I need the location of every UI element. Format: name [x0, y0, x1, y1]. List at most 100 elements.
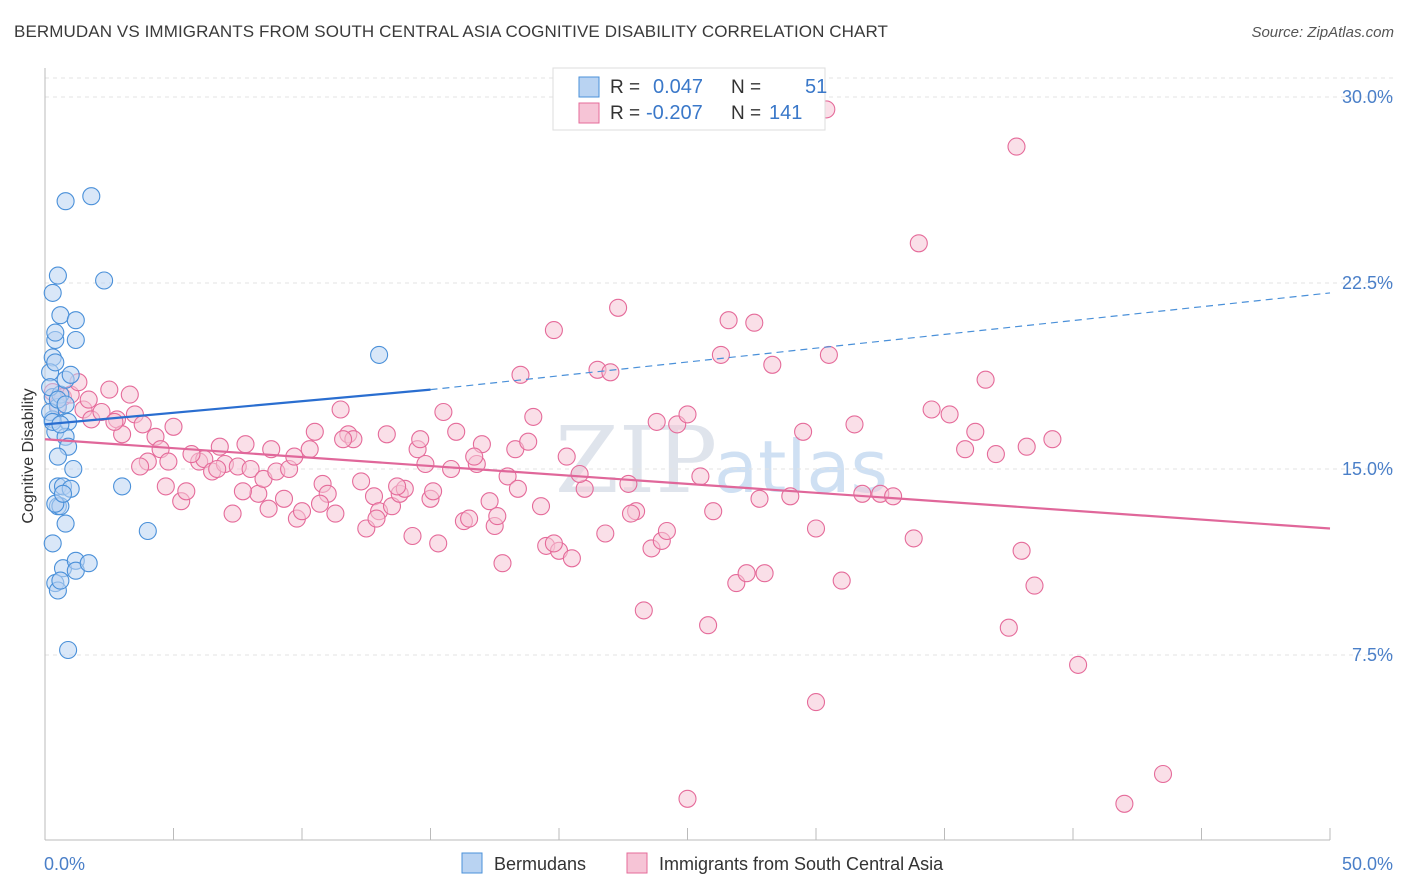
immigrants-point: [704, 502, 723, 521]
immigrants-point: [745, 313, 764, 332]
bermudans-trend-line: [44, 388, 431, 426]
immigrants-point: [845, 415, 864, 434]
immigrants-point: [570, 464, 589, 484]
bermudans-point: [46, 353, 65, 372]
immigrants-point: [1043, 430, 1062, 449]
immigrants-point: [300, 440, 319, 459]
immigrants-point: [493, 554, 512, 573]
bermudans-point: [43, 283, 62, 302]
immigrants-point: [310, 494, 330, 513]
immigrants-point: [1069, 655, 1088, 674]
bermudans-point: [138, 521, 157, 541]
immigrants-point: [159, 452, 178, 471]
y-tick-labels: 7.5% 15.0% 22.5% 30.0%: [1342, 87, 1393, 665]
immigrants-point: [531, 497, 551, 516]
y-axis-title: Cognitive Disability: [20, 388, 37, 523]
immigrants-point: [596, 524, 615, 543]
bermudans-point: [51, 571, 70, 590]
immigrants-point: [105, 412, 124, 431]
y-tick-label: 15.0%: [1342, 459, 1393, 479]
immigrants-point: [621, 504, 641, 523]
immigrants-point: [424, 482, 443, 501]
bermudans-point: [43, 534, 62, 553]
immigrants-point: [177, 482, 196, 501]
immigrants-point: [1017, 437, 1036, 456]
immigrants-point: [223, 504, 242, 523]
immigrants-point: [164, 417, 183, 436]
legend-immigrants-label: Immigrants from South Central Asia: [659, 854, 944, 874]
immigrants-point: [634, 601, 653, 620]
bermudans-point: [82, 187, 101, 206]
bermudans-point: [64, 459, 83, 479]
immigrants-point: [1025, 576, 1044, 595]
immigrants-point: [305, 422, 324, 441]
immigrants-point: [100, 380, 119, 399]
legend-bermudans-swatch: [461, 852, 483, 874]
immigrants-point: [562, 549, 581, 568]
immigrants-point: [609, 298, 628, 317]
immigrants-point: [909, 234, 928, 253]
immigrants-point: [434, 402, 453, 422]
immigrants-point: [853, 484, 872, 503]
immigrants-point: [274, 489, 294, 508]
bermudans-point: [95, 271, 114, 290]
x-tick-max: 50.0%: [1342, 854, 1393, 874]
stats-box: R = 0.047 N = 51 R = -0.207 N = 141: [552, 67, 827, 131]
series-bermudans-points: [41, 187, 389, 660]
bermudans-point: [56, 395, 75, 414]
immigrants-point: [647, 412, 666, 431]
gridlines: [45, 77, 1393, 656]
bermudans-point: [370, 345, 389, 364]
immigrants-point: [750, 489, 769, 508]
immigrants-point: [208, 459, 227, 479]
x-tick-min: 0.0%: [44, 854, 85, 874]
immigrants-point: [292, 502, 312, 521]
y-tick-label: 22.5%: [1342, 273, 1393, 293]
immigrants-point: [120, 385, 139, 404]
bermudans-point: [59, 640, 78, 660]
immigrants-point: [465, 447, 484, 466]
bermudans-point: [48, 266, 67, 285]
bermudans-point: [113, 477, 132, 496]
immigrants-point: [259, 499, 278, 518]
immigrants-point: [403, 526, 422, 546]
immigrants-point: [737, 564, 756, 583]
immigrants-point: [678, 405, 697, 424]
immigrants-point: [480, 492, 499, 511]
immigrants-point: [133, 415, 152, 434]
immigrants-point: [691, 467, 710, 486]
immigrants-point: [763, 355, 782, 374]
immigrants-point: [429, 534, 448, 553]
immigrants-point: [806, 519, 826, 538]
immigrants-point: [241, 459, 260, 479]
y-tick-label: 30.0%: [1342, 87, 1393, 107]
immigrants-point: [976, 370, 995, 389]
immigrants-point: [1012, 541, 1031, 560]
immigrants-trend-line: [44, 438, 1331, 530]
trend-lines: [44, 292, 1331, 530]
bermudans-point: [66, 311, 85, 330]
stats-blue-swatch: [578, 76, 600, 98]
immigrants-point: [519, 432, 538, 451]
immigrants-point: [819, 345, 838, 364]
immigrants-point: [79, 390, 98, 409]
immigrants-point: [447, 422, 466, 441]
immigrants-point: [544, 534, 563, 553]
bermudans-point: [66, 330, 85, 350]
axes: [44, 68, 1331, 841]
immigrants-point: [1115, 794, 1134, 813]
stats-pink-r-label: R =: [610, 103, 640, 124]
immigrants-point: [331, 400, 350, 419]
immigrants-point: [233, 482, 252, 501]
immigrants-point: [416, 454, 435, 474]
immigrants-point: [940, 405, 959, 424]
bermudans-trend-extension: [430, 292, 1331, 391]
immigrants-point: [326, 504, 345, 523]
immigrants-point: [1153, 764, 1173, 784]
bermudans-point: [46, 323, 65, 342]
immigrants-point: [236, 435, 255, 454]
immigrants-point: [986, 445, 1005, 464]
y-tick-label: 7.5%: [1352, 645, 1393, 665]
immigrants-point: [334, 430, 353, 449]
immigrants-point: [367, 509, 386, 528]
